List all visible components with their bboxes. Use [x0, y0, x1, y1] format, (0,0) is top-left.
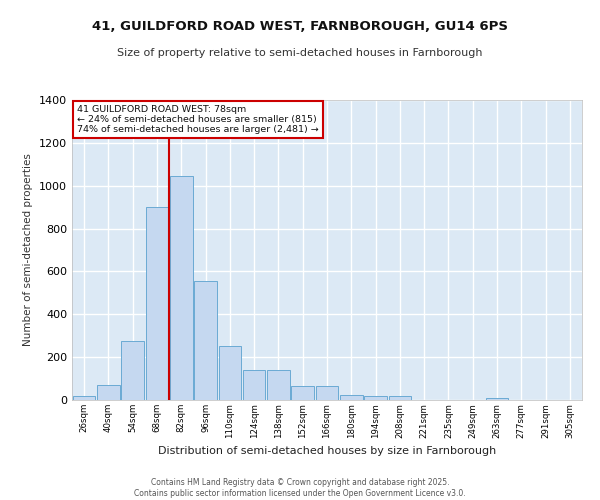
Bar [364, 396, 387, 400]
X-axis label: Distribution of semi-detached houses by size in Farnborough: Distribution of semi-detached houses by … [158, 446, 496, 456]
Bar [194, 281, 217, 400]
Bar [486, 398, 508, 400]
Text: 41, GUILDFORD ROAD WEST, FARNBOROUGH, GU14 6PS: 41, GUILDFORD ROAD WEST, FARNBOROUGH, GU… [92, 20, 508, 33]
Bar [170, 176, 193, 400]
Bar [218, 346, 241, 400]
Bar [340, 396, 362, 400]
Bar [389, 396, 411, 400]
Bar [121, 341, 144, 400]
Bar [292, 386, 314, 400]
Bar [73, 396, 95, 400]
Bar [267, 370, 290, 400]
Text: 41 GUILDFORD ROAD WEST: 78sqm
← 24% of semi-detached houses are smaller (815)
74: 41 GUILDFORD ROAD WEST: 78sqm ← 24% of s… [77, 104, 319, 134]
Bar [146, 207, 168, 400]
Bar [243, 370, 265, 400]
Bar [316, 386, 338, 400]
Bar [97, 385, 120, 400]
Text: Contains HM Land Registry data © Crown copyright and database right 2025.
Contai: Contains HM Land Registry data © Crown c… [134, 478, 466, 498]
Y-axis label: Number of semi-detached properties: Number of semi-detached properties [23, 154, 34, 346]
Text: Size of property relative to semi-detached houses in Farnborough: Size of property relative to semi-detach… [117, 48, 483, 58]
